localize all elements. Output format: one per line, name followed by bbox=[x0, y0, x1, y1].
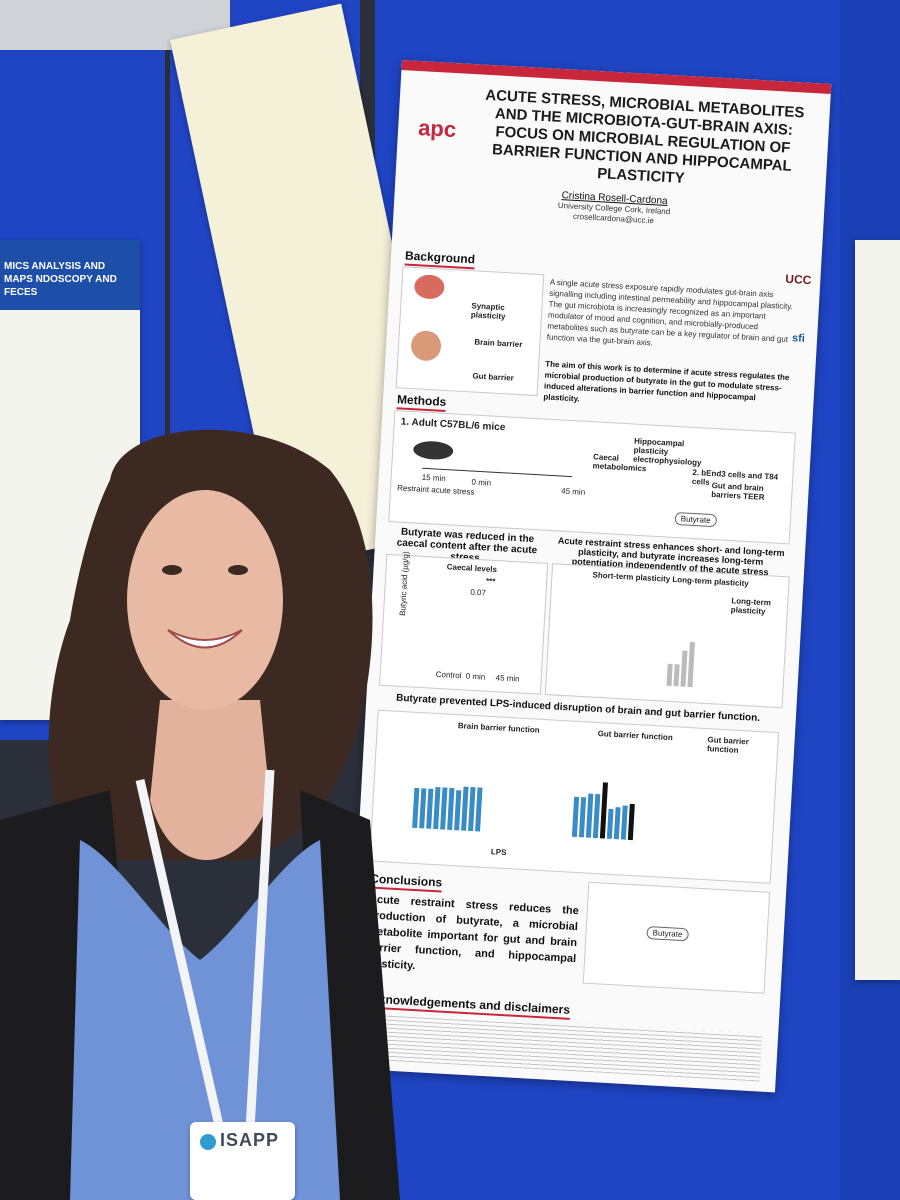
presenter-dress bbox=[70, 840, 340, 1200]
lanyard-right bbox=[245, 769, 275, 1131]
left-poster-header bbox=[0, 240, 140, 310]
right-poster-edge bbox=[855, 240, 900, 980]
name-badge: ISAPP bbox=[190, 1122, 295, 1200]
lanyard-left bbox=[135, 778, 225, 1132]
presenter-face bbox=[127, 490, 283, 710]
isapp-logo-icon bbox=[200, 1134, 216, 1150]
presenter-smile bbox=[167, 629, 243, 649]
left-poster-heading: MICS ANALYSIS AND MAPS NDOSCOPY AND FECE… bbox=[4, 261, 117, 298]
presenter-eye-left bbox=[162, 565, 182, 575]
badge-text: ISAPP bbox=[220, 1130, 280, 1150]
presenter-eye-right bbox=[228, 565, 248, 575]
presenter-neck bbox=[150, 700, 270, 860]
